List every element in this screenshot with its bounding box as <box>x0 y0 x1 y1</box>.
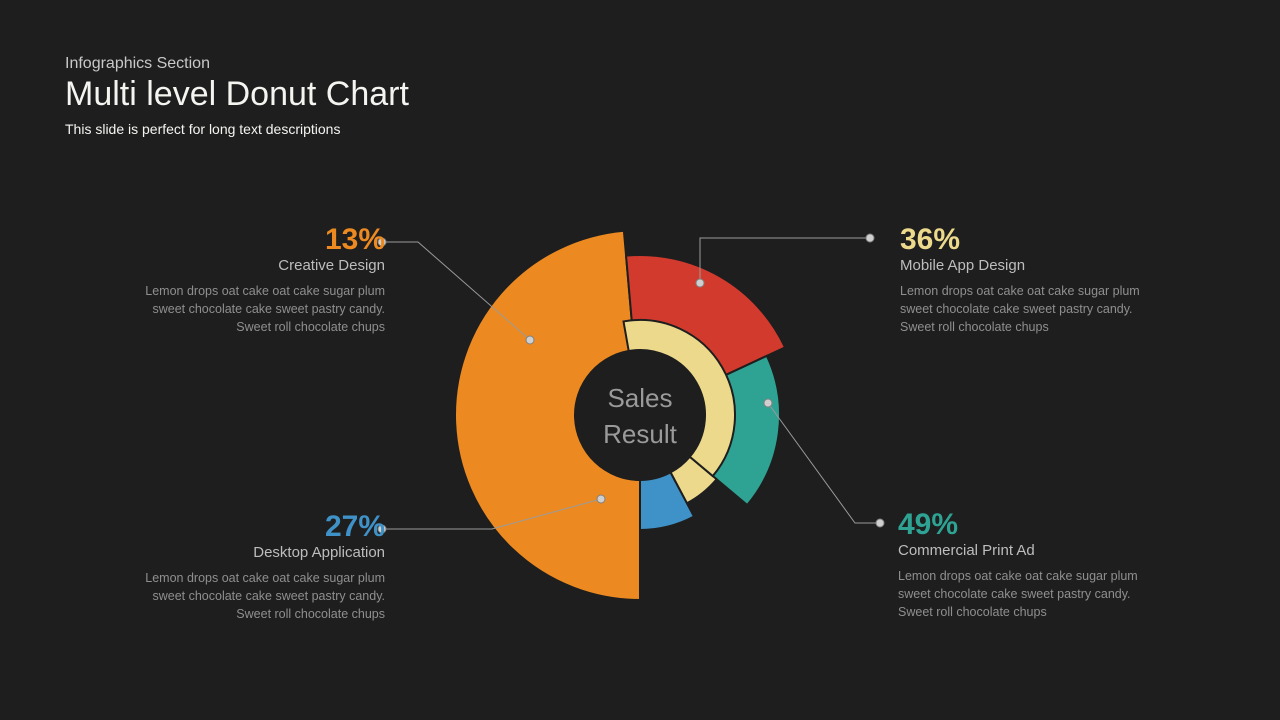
callout-label-desktop-application: Desktop Application <box>130 544 385 561</box>
center-label-line2: Result <box>580 416 700 452</box>
callout-desktop-application: 27% Desktop Application Lemon drops oat ca… <box>130 512 385 623</box>
callout-creative-design: 13% Creative Design Lemon drops oat cake o… <box>130 225 385 336</box>
leader-dot-creative-design <box>526 336 534 344</box>
callout-commercial-print-ad: 49% Commercial Print Ad Lemon drops oat ca… <box>898 510 1153 621</box>
center-label-line1: Sales <box>580 380 700 416</box>
callout-label-creative-design: Creative Design <box>130 257 385 274</box>
callout-percent-desktop-application: 27% <box>130 512 385 542</box>
callout-percent-mobile-app-design: 36% <box>900 225 1155 255</box>
leader-line-commercial-print-ad <box>768 403 880 523</box>
leader-end-dot-mobile-app-design <box>866 234 874 242</box>
leader-end-dot-commercial-print-ad <box>876 519 884 527</box>
leader-dot-desktop-application <box>597 495 605 503</box>
callout-label-mobile-app-design: Mobile App Design <box>900 257 1155 274</box>
callout-desc-desktop-application: Lemon drops oat cake oat cake sugar plum… <box>130 569 385 623</box>
leader-line-mobile-app-design <box>700 238 870 283</box>
callout-desc-creative-design: Lemon drops oat cake oat cake sugar plum… <box>130 282 385 336</box>
chart-center-label: SalesResult <box>580 380 700 453</box>
leader-dot-commercial-print-ad <box>764 399 772 407</box>
slide-page: Infographics Section Multi level Donut C… <box>0 0 1280 720</box>
callout-desc-mobile-app-design: Lemon drops oat cake oat cake sugar plum… <box>900 282 1155 336</box>
leader-dot-mobile-app-design <box>696 279 704 287</box>
callout-mobile-app-design: 36% Mobile App Design Lemon drops oat cake… <box>900 225 1155 336</box>
callout-percent-commercial-print-ad: 49% <box>898 510 1153 540</box>
callout-desc-commercial-print-ad: Lemon drops oat cake oat cake sugar plum… <box>898 567 1153 621</box>
callout-label-commercial-print-ad: Commercial Print Ad <box>898 542 1153 559</box>
callout-percent-creative-design: 13% <box>130 225 385 255</box>
